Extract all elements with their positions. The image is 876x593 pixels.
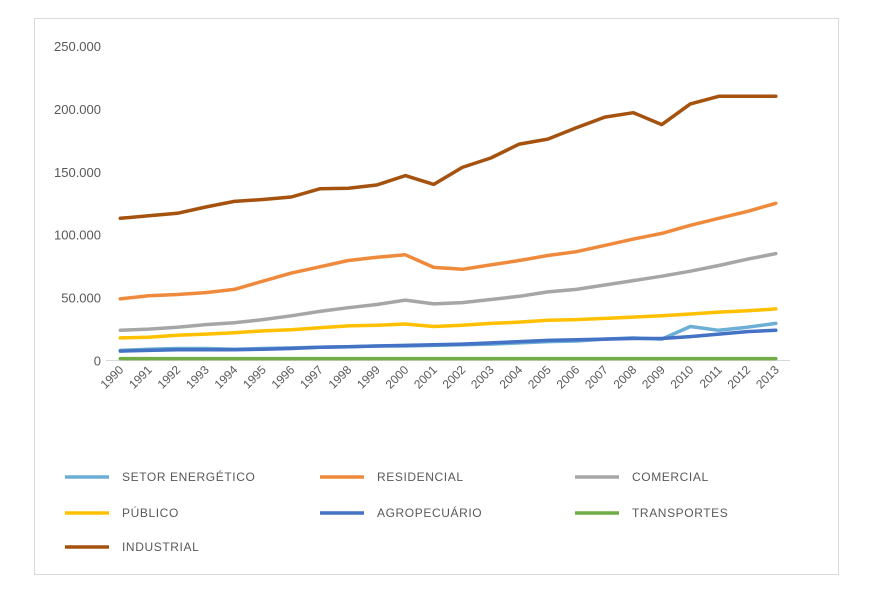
- x-tick-label: 1995: [240, 362, 269, 391]
- y-tick-label: 250.000: [54, 39, 101, 54]
- x-tick-label: 1993: [183, 362, 212, 391]
- x-tick-label: 2004: [497, 362, 526, 391]
- legend-label: SETOR ENERGÉTICO: [122, 469, 255, 484]
- y-tick-label: 0: [94, 354, 101, 369]
- x-tick-label: 1996: [269, 362, 298, 391]
- x-tick-label: 2000: [383, 362, 412, 391]
- x-tick-label: 2013: [753, 362, 782, 391]
- legend-label: RESIDENCIAL: [377, 470, 464, 484]
- x-tick-label: 1991: [126, 362, 155, 391]
- line-chart: 0 50.000 100.000 150.000 200.000 250.000 1990…: [54, 39, 790, 554]
- x-tick-label: 2005: [525, 362, 554, 391]
- legend-label: AGROPECUÁRIO: [377, 505, 482, 520]
- legend: SETOR ENERGÉTICO RESIDENCIAL COMERCIAL PÚBL…: [65, 469, 728, 554]
- x-tick-label: 1992: [155, 362, 184, 391]
- x-axis-ticks: 1990 1991 1992 1993 1994 1995 1996 1997 1998 1999…: [98, 362, 783, 391]
- x-tick-label: 2009: [639, 362, 668, 391]
- x-tick-label: 2012: [725, 362, 754, 391]
- series-line-agropecuário: [118, 328, 778, 353]
- y-tick-label: 200.000: [54, 102, 101, 117]
- x-tick-label: 1998: [326, 362, 355, 391]
- x-tick-label: 2011: [697, 362, 725, 390]
- y-tick-label: 50.000: [61, 291, 101, 306]
- x-tick-label: 2002: [440, 362, 469, 391]
- series-line-industrial: [118, 94, 778, 221]
- series-line-comercial: [118, 251, 778, 333]
- legend-label: TRANSPORTES: [632, 506, 728, 520]
- x-tick-label: 2001: [411, 362, 440, 391]
- x-tick-label: 1999: [354, 362, 383, 391]
- series-line-público: [118, 307, 778, 340]
- x-tick-label: 2010: [668, 362, 697, 391]
- x-tick-label: 2008: [611, 362, 640, 391]
- x-tick-label: 2006: [554, 362, 583, 391]
- y-axis-ticks: 0 50.000 100.000 150.000 200.000 250.000: [54, 39, 101, 369]
- x-tick-label: 2007: [582, 362, 611, 391]
- legend-label: INDUSTRIAL: [122, 540, 199, 554]
- y-tick-label: 150.000: [54, 165, 101, 180]
- series-lines: [118, 94, 778, 361]
- x-tick-label: 1997: [297, 362, 326, 391]
- x-tick-label: 2003: [468, 362, 497, 391]
- series-line-residencial: [118, 201, 778, 301]
- chart-frame: 0 50.000 100.000 150.000 200.000 250.000 1990…: [34, 18, 839, 575]
- legend-label: COMERCIAL: [632, 470, 709, 484]
- x-tick-label: 1994: [212, 362, 241, 391]
- legend-label: PÚBLICO: [122, 505, 179, 520]
- x-tick-label: 1990: [98, 362, 127, 391]
- y-tick-label: 100.000: [54, 228, 101, 243]
